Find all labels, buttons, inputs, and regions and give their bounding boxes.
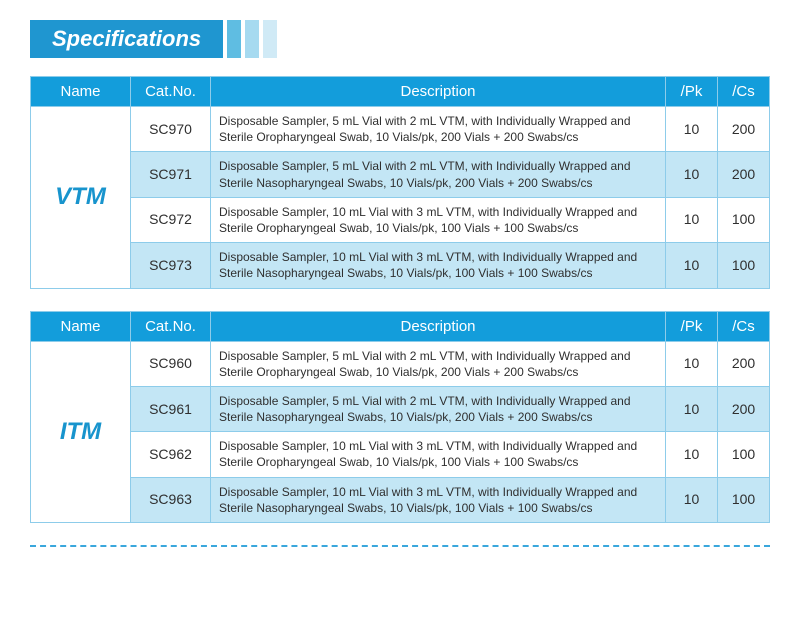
table-row: ITM SC960 Disposable Sampler, 5 mL Vial … xyxy=(31,341,770,386)
table-row: SC973 Disposable Sampler, 10 mL Vial wit… xyxy=(31,243,770,288)
desc-cell: Disposable Sampler, 10 mL Vial with 3 mL… xyxy=(211,432,666,477)
col-header-cat: Cat.No. xyxy=(131,311,211,341)
spec-table-itm: Name Cat.No. Description /Pk /Cs ITM SC9… xyxy=(30,311,770,524)
pk-cell: 10 xyxy=(666,243,718,288)
cat-cell: SC960 xyxy=(131,341,211,386)
table-row: SC962 Disposable Sampler, 10 mL Vial wit… xyxy=(31,432,770,477)
cat-cell: SC971 xyxy=(131,152,211,197)
desc-cell: Disposable Sampler, 10 mL Vial with 3 mL… xyxy=(211,243,666,288)
desc-cell: Disposable Sampler, 10 mL Vial with 3 mL… xyxy=(211,477,666,522)
title-stripe xyxy=(263,20,277,58)
pk-cell: 10 xyxy=(666,477,718,522)
col-header-desc: Description xyxy=(211,311,666,341)
table-row: SC961 Disposable Sampler, 5 mL Vial with… xyxy=(31,386,770,431)
group-name-cell: ITM xyxy=(31,341,131,523)
page-title: Specifications xyxy=(30,20,223,58)
pk-cell: 10 xyxy=(666,107,718,152)
title-stripe xyxy=(245,20,259,58)
pk-cell: 10 xyxy=(666,432,718,477)
col-header-cs: /Cs xyxy=(718,311,770,341)
col-header-desc: Description xyxy=(211,77,666,107)
pk-cell: 10 xyxy=(666,152,718,197)
spec-table-vtm: Name Cat.No. Description /Pk /Cs VTM SC9… xyxy=(30,76,770,289)
desc-cell: Disposable Sampler, 5 mL Vial with 2 mL … xyxy=(211,341,666,386)
dashed-divider xyxy=(30,545,770,547)
cat-cell: SC961 xyxy=(131,386,211,431)
table-row: VTM SC970 Disposable Sampler, 5 mL Vial … xyxy=(31,107,770,152)
col-header-pk: /Pk xyxy=(666,311,718,341)
table-row: SC971 Disposable Sampler, 5 mL Vial with… xyxy=(31,152,770,197)
pk-cell: 10 xyxy=(666,197,718,242)
cs-cell: 100 xyxy=(718,432,770,477)
col-header-cs: /Cs xyxy=(718,77,770,107)
cs-cell: 100 xyxy=(718,243,770,288)
cat-cell: SC970 xyxy=(131,107,211,152)
title-stripe xyxy=(227,20,241,58)
col-header-name: Name xyxy=(31,77,131,107)
cat-cell: SC972 xyxy=(131,197,211,242)
table-header-row: Name Cat.No. Description /Pk /Cs xyxy=(31,77,770,107)
col-header-cat: Cat.No. xyxy=(131,77,211,107)
table-row: SC972 Disposable Sampler, 10 mL Vial wit… xyxy=(31,197,770,242)
pk-cell: 10 xyxy=(666,341,718,386)
cs-cell: 200 xyxy=(718,386,770,431)
desc-cell: Disposable Sampler, 5 mL Vial with 2 mL … xyxy=(211,152,666,197)
desc-cell: Disposable Sampler, 5 mL Vial with 2 mL … xyxy=(211,386,666,431)
cs-cell: 100 xyxy=(718,477,770,522)
pk-cell: 10 xyxy=(666,386,718,431)
col-header-pk: /Pk xyxy=(666,77,718,107)
table-header-row: Name Cat.No. Description /Pk /Cs xyxy=(31,311,770,341)
title-bar: Specifications xyxy=(30,20,770,58)
cs-cell: 200 xyxy=(718,152,770,197)
cs-cell: 200 xyxy=(718,341,770,386)
cat-cell: SC963 xyxy=(131,477,211,522)
table-row: SC963 Disposable Sampler, 10 mL Vial wit… xyxy=(31,477,770,522)
desc-cell: Disposable Sampler, 10 mL Vial with 3 mL… xyxy=(211,197,666,242)
cs-cell: 100 xyxy=(718,197,770,242)
group-name-cell: VTM xyxy=(31,107,131,289)
cat-cell: SC962 xyxy=(131,432,211,477)
cat-cell: SC973 xyxy=(131,243,211,288)
cs-cell: 200 xyxy=(718,107,770,152)
desc-cell: Disposable Sampler, 5 mL Vial with 2 mL … xyxy=(211,107,666,152)
col-header-name: Name xyxy=(31,311,131,341)
